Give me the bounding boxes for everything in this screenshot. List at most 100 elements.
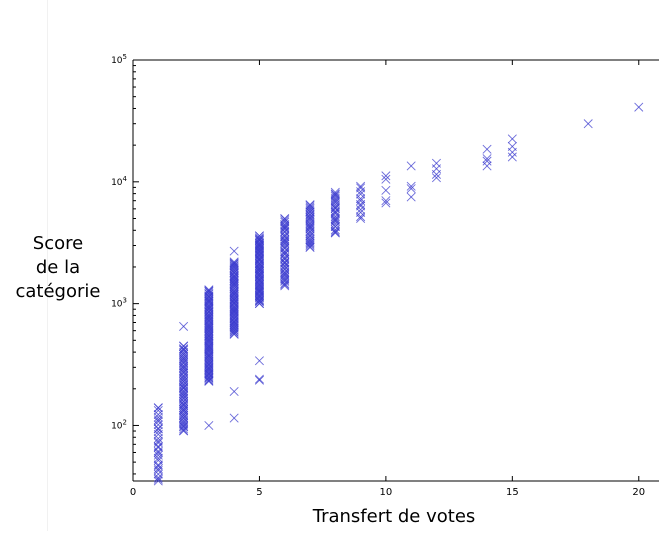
data-point: [431, 173, 441, 183]
data-point: [204, 420, 214, 430]
x-tick-label: 5: [256, 487, 262, 498]
data-point: [153, 434, 163, 444]
data-point: [254, 278, 264, 288]
data-point: [254, 263, 264, 273]
data-point: [381, 196, 391, 206]
data-point: [254, 375, 264, 385]
data-point: [634, 102, 644, 112]
x-tick-label: 0: [130, 487, 136, 498]
y-tick-label: 105: [111, 53, 127, 66]
data-point: [153, 446, 163, 456]
data-point: [330, 228, 340, 238]
data-point: [356, 213, 366, 224]
data-point: [153, 476, 163, 486]
data-point: [179, 413, 189, 423]
x-tick-label: 10: [380, 487, 393, 498]
data-point: [381, 174, 391, 184]
data-point: [330, 190, 340, 200]
data-point: [305, 200, 315, 210]
data-point: [204, 296, 214, 306]
data-point: [280, 234, 290, 244]
data-point: [280, 236, 290, 246]
data-point: [153, 442, 163, 453]
data-point: [254, 233, 264, 243]
data-point: [179, 413, 189, 423]
y-tick-label: 104: [111, 175, 127, 188]
data-point: [254, 299, 264, 309]
data-point: [381, 171, 391, 181]
data-point: [431, 158, 441, 168]
data-point: [229, 320, 239, 330]
data-point: [229, 386, 239, 397]
data-point: [356, 194, 366, 204]
data-point: [254, 235, 264, 245]
data-point: [254, 294, 264, 304]
data-point: [330, 226, 340, 236]
data-point: [330, 191, 340, 201]
data-point: [583, 119, 593, 129]
data-point: [254, 231, 264, 241]
data-point: [254, 356, 264, 366]
data-point: [153, 464, 163, 474]
data-point: [153, 410, 163, 420]
data-point: [406, 184, 416, 194]
data-point: [280, 216, 290, 226]
data-point: [305, 214, 315, 224]
data-point: [179, 370, 189, 380]
data-point: [153, 412, 163, 422]
data-point: [507, 141, 517, 152]
data-point: [179, 321, 189, 331]
data-point: [179, 375, 189, 385]
data-point: [153, 438, 163, 448]
data-point: [280, 224, 290, 234]
data-point: [153, 473, 163, 483]
data-point: [280, 239, 290, 249]
data-point: [204, 298, 214, 308]
data-point: [179, 356, 189, 366]
data-point: [179, 384, 189, 394]
data-point: [153, 436, 163, 446]
data-point: [204, 304, 214, 315]
data-point: [381, 198, 391, 208]
data-point: [482, 144, 492, 154]
data-point: [305, 231, 315, 241]
data-point: [305, 238, 315, 248]
data-point: [153, 427, 163, 437]
data-point: [280, 259, 290, 269]
data-point: [254, 273, 264, 283]
data-point: [204, 367, 214, 377]
x-axis-label: Transfert de votes: [312, 506, 476, 527]
data-point: [507, 152, 517, 162]
data-point: [204, 311, 214, 321]
data-point: [153, 405, 163, 416]
data-point: [280, 281, 290, 291]
y-axis-label: Score de la catégorie: [15, 233, 101, 302]
data-point: [229, 306, 239, 316]
data-point: [204, 376, 214, 386]
data-point: [280, 213, 290, 224]
data-point: [280, 247, 290, 257]
data-point: [179, 401, 189, 411]
data-point: [179, 366, 189, 376]
data-point: [280, 278, 290, 288]
data-point: [330, 189, 340, 199]
data-point: [229, 257, 239, 267]
data-point: [406, 192, 416, 202]
data-point: [229, 258, 239, 268]
y-tick-label: 102: [111, 418, 127, 431]
data-point: [482, 161, 492, 171]
x-tick-label: 15: [506, 487, 519, 498]
data-point: [305, 203, 315, 213]
data-point: [229, 413, 239, 423]
data-point: [482, 156, 492, 166]
data-point: [179, 390, 189, 400]
data-point: [406, 161, 416, 171]
data-point: [153, 403, 163, 413]
data-point: [305, 233, 315, 243]
data-point: [254, 234, 264, 244]
data-point: [153, 416, 163, 426]
data-point: [406, 181, 416, 191]
data-point: [280, 217, 290, 227]
data-point: [179, 361, 189, 371]
data-point: [204, 287, 214, 297]
